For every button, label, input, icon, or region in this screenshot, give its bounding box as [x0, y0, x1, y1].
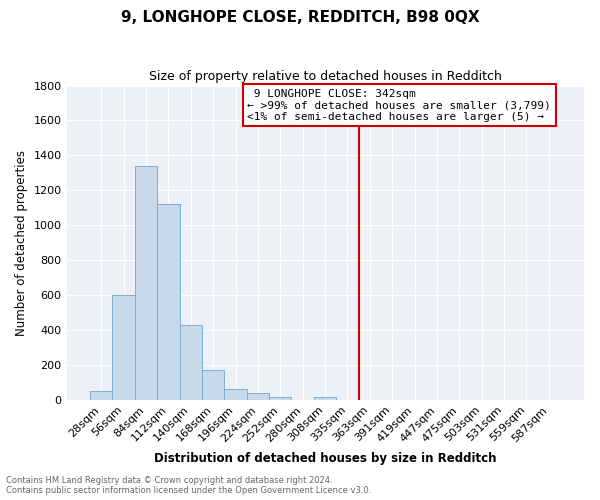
Bar [247, 393, 269, 400]
Bar [202, 370, 224, 400]
Bar [269, 397, 292, 400]
Bar [90, 391, 112, 400]
X-axis label: Distribution of detached houses by size in Redditch: Distribution of detached houses by size … [154, 452, 496, 465]
Text: 9, LONGHOPE CLOSE, REDDITCH, B98 0QX: 9, LONGHOPE CLOSE, REDDITCH, B98 0QX [121, 10, 479, 25]
Bar [314, 397, 336, 400]
Bar [112, 295, 135, 400]
Bar [135, 166, 157, 400]
Text: 9 LONGHOPE CLOSE: 342sqm
← >99% of detached houses are smaller (3,799)
<1% of se: 9 LONGHOPE CLOSE: 342sqm ← >99% of detac… [247, 88, 551, 122]
Bar [179, 325, 202, 400]
Title: Size of property relative to detached houses in Redditch: Size of property relative to detached ho… [149, 70, 502, 83]
Text: Contains HM Land Registry data © Crown copyright and database right 2024.
Contai: Contains HM Land Registry data © Crown c… [6, 476, 371, 495]
Y-axis label: Number of detached properties: Number of detached properties [15, 150, 28, 336]
Bar [157, 204, 179, 400]
Bar [224, 390, 247, 400]
